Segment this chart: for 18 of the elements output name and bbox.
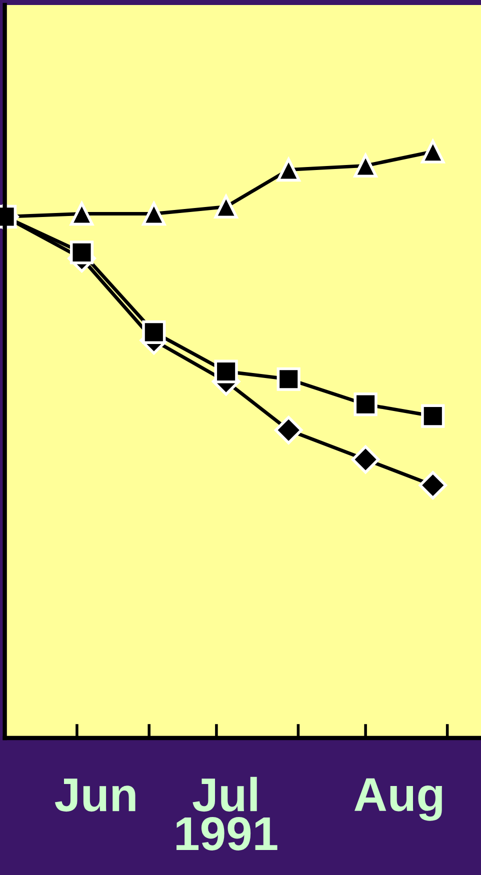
point <box>214 194 238 219</box>
point <box>142 202 166 226</box>
point <box>214 360 238 384</box>
x-tick-label: Aug <box>354 778 442 821</box>
point <box>354 154 378 178</box>
x-tick-label: Jun <box>54 778 136 812</box>
point <box>351 445 380 474</box>
point <box>421 404 445 428</box>
point <box>276 158 300 182</box>
point <box>421 140 445 164</box>
x-tick-label: Jul 1991 <box>176 776 278 850</box>
point <box>142 320 166 344</box>
point <box>274 416 303 444</box>
point <box>418 471 448 500</box>
point <box>70 240 94 264</box>
point <box>354 392 378 416</box>
point <box>70 202 94 226</box>
point <box>276 367 300 391</box>
